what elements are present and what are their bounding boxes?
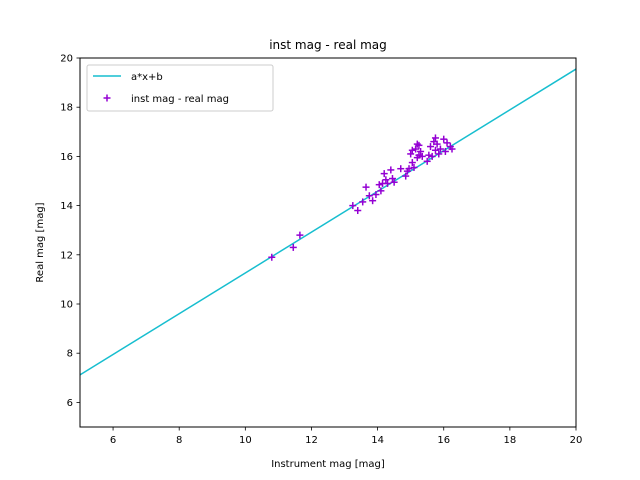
y-tick-label: 16: [60, 152, 73, 163]
data-point: [359, 198, 367, 206]
data-point: [387, 166, 395, 174]
y-axis-label: Real mag [mag]: [35, 202, 46, 282]
y-tick-label: 10: [60, 300, 73, 311]
y-tick-label: 6: [67, 398, 73, 409]
data-point: [431, 134, 439, 142]
data-point: [405, 165, 413, 173]
data-point: [402, 172, 410, 180]
data-point: [384, 179, 392, 187]
data-point: [418, 152, 426, 160]
data-point: [435, 150, 443, 158]
data-point: [431, 146, 439, 154]
data-point: [380, 170, 388, 178]
x-tick-label: 8: [176, 435, 182, 446]
data-point: [425, 151, 433, 159]
data-point: [448, 145, 456, 153]
y-tick-label: 8: [67, 349, 73, 360]
data-point: [390, 178, 398, 186]
chart-title: inst mag - real mag: [269, 38, 387, 52]
data-point: [349, 202, 357, 210]
y-tick-label: 14: [60, 201, 73, 212]
axis-ticks: 6 8 10 12 14 16 18 20 6 8 10 12 14 16 18 20: [60, 54, 582, 447]
data-point: [412, 145, 420, 153]
x-tick-label: 6: [110, 435, 116, 446]
axes-frame: [79, 57, 577, 428]
legend-points-label: inst mag - real mag: [131, 94, 229, 105]
data-point: [369, 197, 377, 205]
data-point: [289, 243, 297, 251]
data-point: [296, 231, 304, 239]
x-tick-label: 14: [371, 435, 384, 446]
data-point: [408, 146, 416, 154]
data-point: [408, 159, 416, 167]
legend-fit-line-label: a*x+b: [131, 72, 163, 83]
data-point: [441, 147, 449, 155]
data-point: [377, 187, 385, 195]
data-point: [415, 141, 423, 149]
data-point: [423, 157, 431, 165]
plot-area: [80, 68, 576, 376]
data-point: [375, 181, 383, 189]
x-tick-label: 10: [239, 435, 252, 446]
y-tick-label: 12: [60, 250, 73, 261]
x-tick-label: 20: [570, 435, 583, 446]
data-point: [410, 163, 418, 171]
data-point: [433, 140, 441, 148]
data-point: [440, 135, 448, 143]
data-point: [415, 151, 423, 159]
data-point: [417, 147, 425, 155]
data-point: [443, 139, 451, 147]
data-point: [365, 192, 373, 200]
legend-points-swatch: [103, 94, 111, 102]
y-tick-label: 20: [60, 54, 73, 65]
x-axis-label: Instrument mag [mag]: [271, 459, 385, 470]
data-point: [428, 152, 436, 160]
y-tick-label: 18: [60, 103, 73, 114]
data-point: [372, 191, 380, 199]
x-tick-label: 18: [503, 435, 516, 446]
data-point: [268, 253, 276, 261]
data-point: [382, 176, 390, 184]
x-tick-label: 12: [305, 435, 318, 446]
data-point: [354, 207, 362, 215]
legend-box: [86, 64, 274, 112]
legend: a*x+b inst mag - real mag: [86, 64, 274, 112]
data-point: [397, 165, 405, 173]
data-point: [427, 143, 435, 151]
fit-line: [80, 68, 576, 376]
x-tick-label: 16: [437, 435, 450, 446]
data-point: [407, 150, 415, 158]
data-point: [362, 183, 370, 191]
data-point: [436, 145, 444, 153]
data-point: [388, 175, 396, 183]
